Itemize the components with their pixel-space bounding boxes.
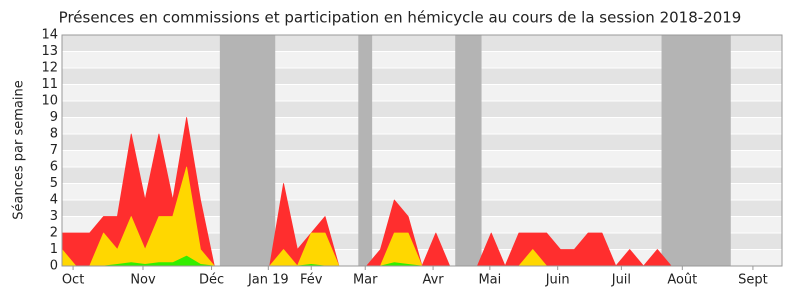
- x-tick-label: Nov: [130, 273, 156, 288]
- x-tick-label: Mar: [353, 273, 378, 288]
- chart-title: Présences en commissions et participatio…: [59, 9, 742, 27]
- x-tick-label: Juin: [545, 273, 570, 288]
- vacation-band: [661, 35, 731, 266]
- y-tick-label: 8: [50, 127, 58, 142]
- x-tick-label: Août: [667, 273, 697, 288]
- x-tick-label: Sept: [738, 273, 768, 288]
- y-tick-label: 6: [50, 160, 58, 175]
- vacation-band: [455, 35, 482, 266]
- y-tick-label: 12: [41, 61, 58, 76]
- y-tick-label: 1: [50, 242, 58, 257]
- y-tick-label: 11: [41, 77, 58, 92]
- x-tick-label: Juil: [611, 273, 631, 288]
- y-tick-label: 14: [41, 28, 58, 43]
- y-tick-label: 13: [41, 44, 58, 59]
- y-tick-label: 5: [50, 176, 58, 191]
- x-tick-label: Oct: [62, 273, 84, 288]
- x-tick-label: Fév: [300, 273, 323, 288]
- y-tick-label: 0: [50, 259, 58, 274]
- y-tick-label: 7: [50, 143, 58, 158]
- y-tick-label: 9: [50, 110, 58, 125]
- y-tick-label: 4: [50, 193, 58, 208]
- y-tick-label: 10: [41, 94, 58, 109]
- x-tick-label: Mai: [478, 273, 501, 288]
- vacation-band: [358, 35, 373, 266]
- vacation-band: [219, 35, 276, 266]
- y-tick-label: 3: [50, 209, 58, 224]
- plot-frame: [61, 34, 783, 267]
- y-tick-label: 2: [50, 226, 58, 241]
- x-tick-label: Jan 19: [247, 273, 289, 288]
- y-axis-label: Séances par semaine: [12, 80, 27, 219]
- x-tick-label: Déc: [199, 273, 224, 288]
- x-tick-label: Avr: [422, 273, 444, 288]
